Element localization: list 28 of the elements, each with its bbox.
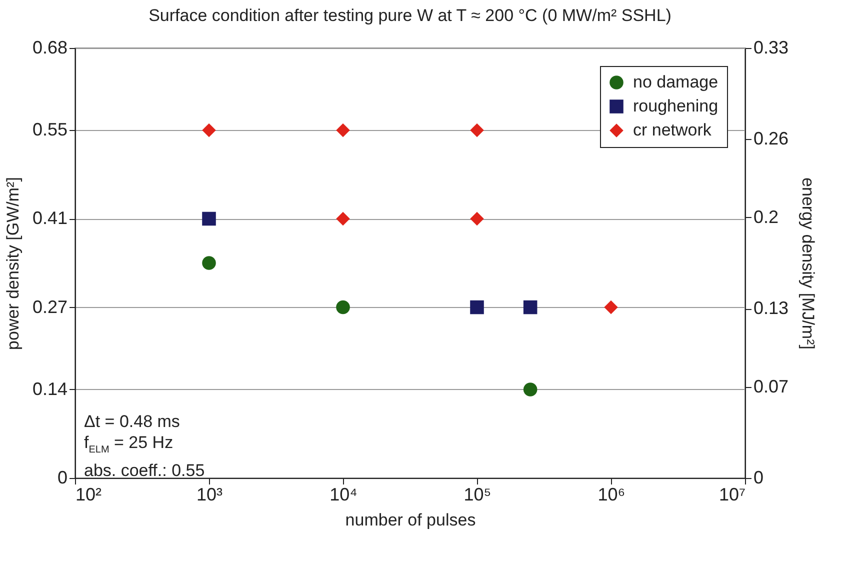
annotation: Δt = 0.48 ms — [84, 411, 181, 432]
annotation: abs. coeff.: 0.55 — [84, 460, 205, 482]
x-tick-label: 10⁵ — [464, 484, 492, 504]
legend-label: roughening — [633, 96, 718, 116]
y2-tick-label: 0.13 — [754, 298, 789, 318]
legend-label: no damage — [633, 72, 718, 92]
y2-tick-label: 0 — [754, 468, 764, 488]
y-tick-label: 0.68 — [32, 38, 68, 58]
y2-tick-label: 0.2 — [754, 206, 779, 227]
chart-title: Surface condition after testing pure W at T ≈ 200 °C (0 MW/m² SSHL) — [148, 6, 672, 25]
y-tick-label: 0.55 — [32, 120, 68, 140]
x-tick-label: 10⁴ — [330, 484, 358, 504]
x-tick-label: 10³ — [196, 484, 223, 504]
y2-tick-label: 0.07 — [754, 376, 789, 396]
legend-label: cr network — [633, 120, 712, 140]
y-tick-label: 0.41 — [32, 208, 68, 228]
y-tick-label: 0 — [57, 468, 68, 488]
y-tick-label: 0.14 — [32, 378, 68, 399]
x-tick-label: 10² — [76, 484, 102, 504]
x-axis-title: number of pulses — [345, 510, 476, 530]
annotation: f$_{ELM}$ = 25 Hz — [84, 432, 174, 458]
y-axis-title: power density [GW/m²] — [3, 177, 22, 350]
y2-tick-label: 0.26 — [754, 128, 789, 149]
x-tick-label: 10⁶ — [598, 484, 626, 504]
y-tick-label: 0.27 — [32, 296, 68, 317]
y2-axis-title: energy density [MJ/m²] — [798, 178, 818, 350]
y2-tick-label: 0.33 — [754, 38, 789, 58]
x-tick-label: 10⁷ — [718, 484, 746, 504]
